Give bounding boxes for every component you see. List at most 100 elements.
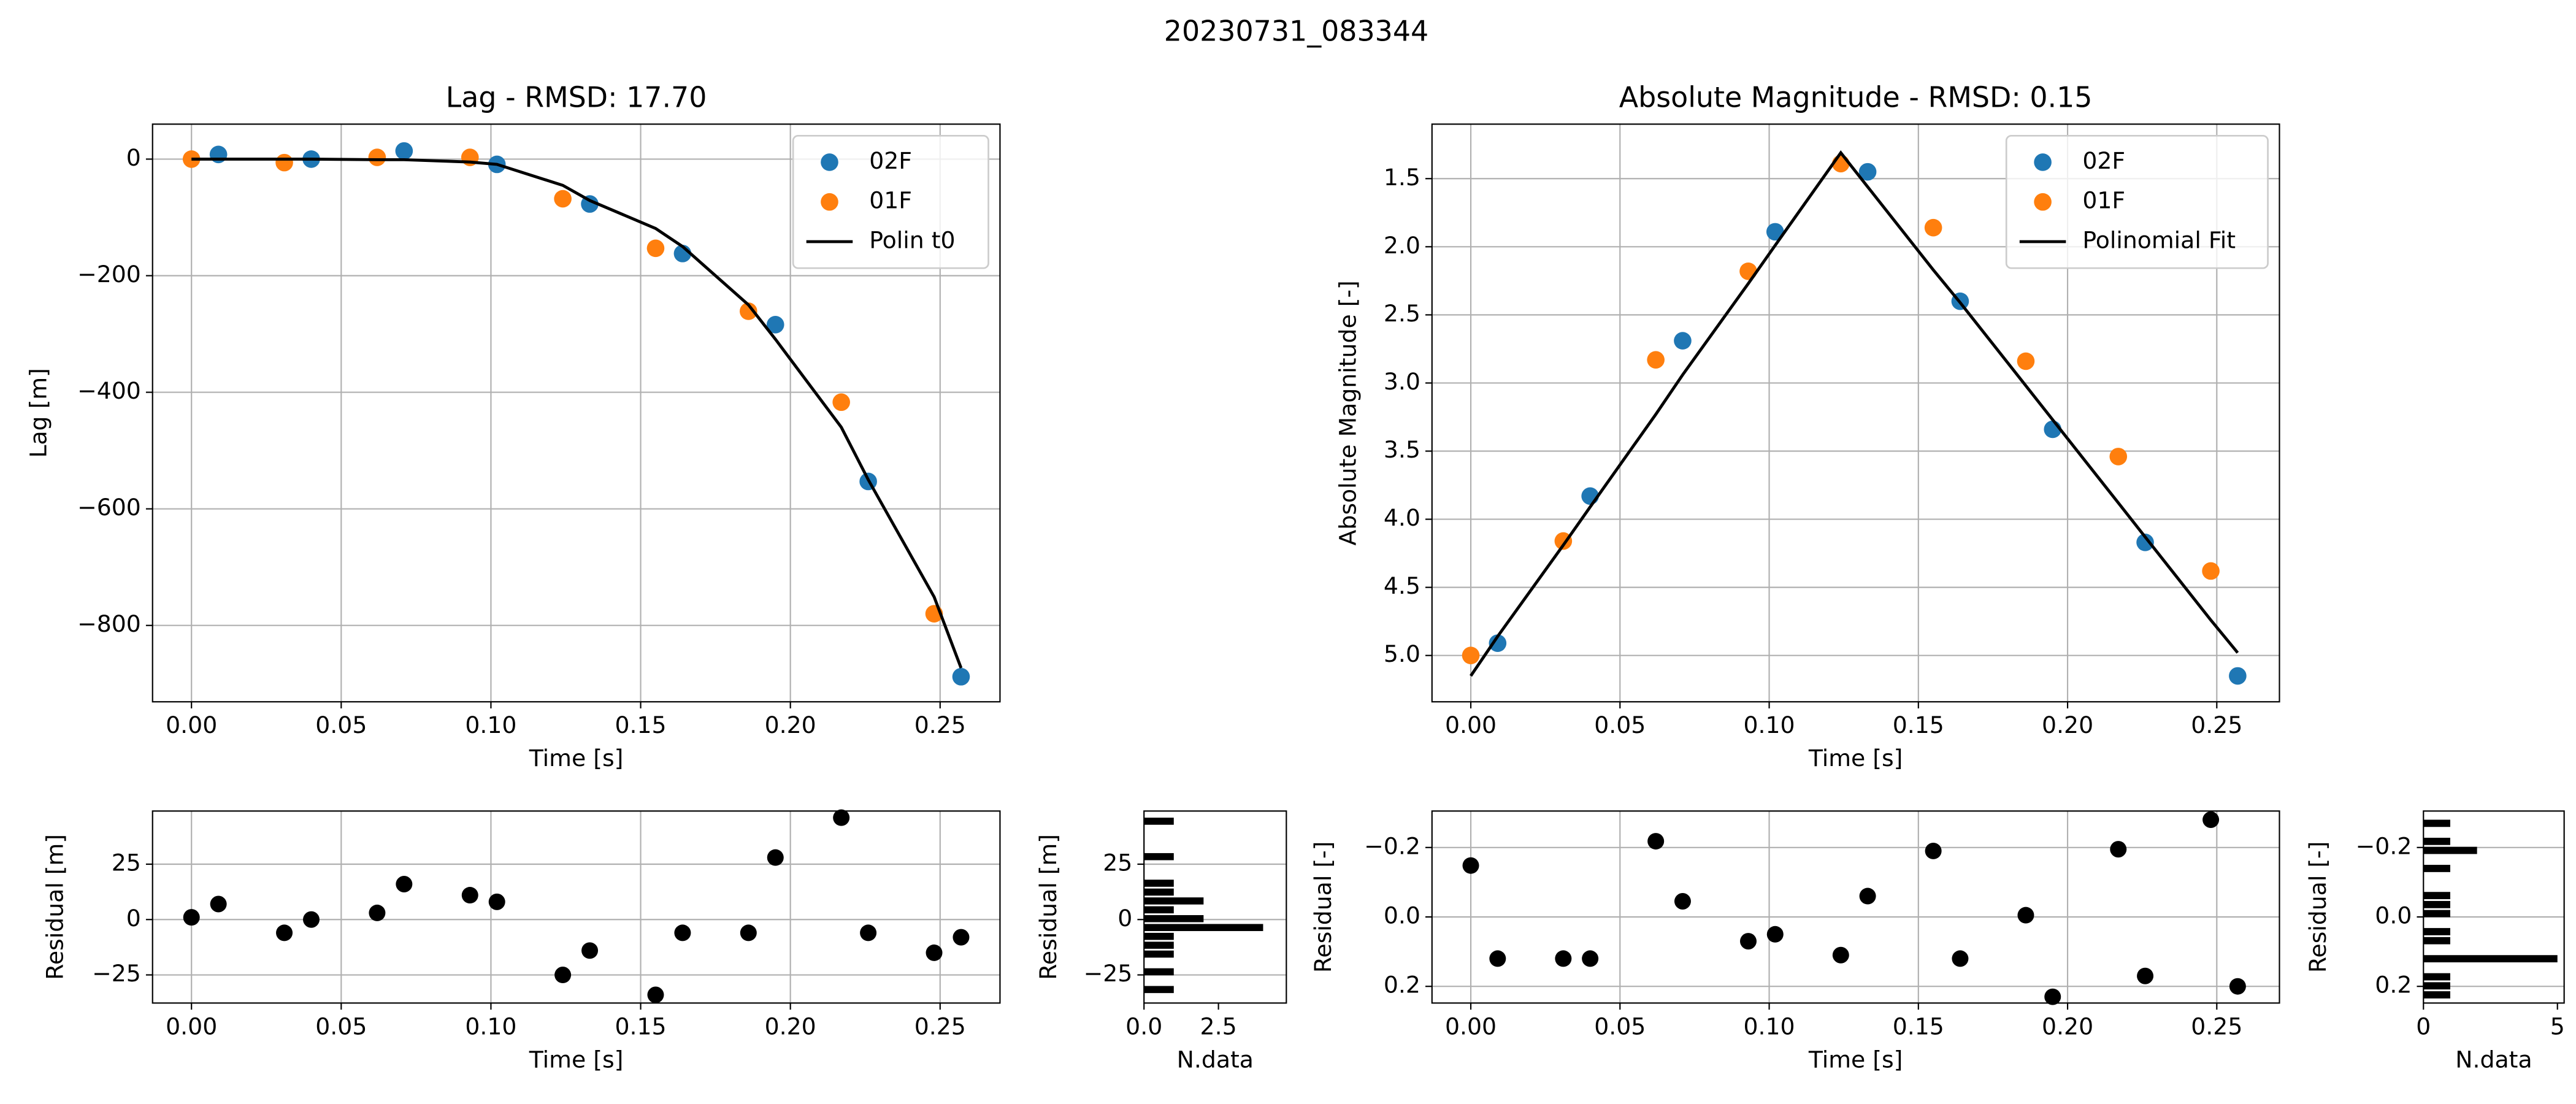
- x-tick-label: 0.00: [1445, 711, 1497, 738]
- figure-title: 20230731_083344: [1164, 14, 1428, 47]
- point: [1647, 351, 1665, 369]
- x-tick-label: 0.15: [615, 1013, 667, 1040]
- y-tick-label: 0.2: [1384, 972, 1420, 999]
- x-tick-label: 0.05: [1594, 1013, 1646, 1040]
- hist-bar: [1144, 897, 1204, 905]
- x-tick-label: 0.05: [315, 1013, 367, 1040]
- point: [1489, 950, 1506, 967]
- x-tick-label: 2.5: [1200, 1013, 1237, 1040]
- point: [740, 302, 757, 320]
- x-tick-label: 0.00: [166, 711, 217, 738]
- point: [2136, 534, 2154, 551]
- point: [647, 986, 664, 1003]
- axes-frame: [151, 123, 1001, 703]
- x-tick-label: 0.00: [166, 1013, 217, 1040]
- point: [1582, 950, 1599, 967]
- point: [182, 150, 201, 168]
- hist-bar: [1144, 915, 1204, 922]
- legend-label: 02F: [869, 147, 912, 174]
- y-tick-label: 0: [126, 905, 141, 932]
- point: [952, 668, 970, 686]
- y-axis-label: Residual [-]: [1309, 841, 1336, 973]
- y-tick-label: −25: [1084, 960, 1133, 987]
- axes: 0 5 −0.2 0.0 0.2 N.data Residual [-]: [2304, 810, 2565, 1073]
- point: [369, 904, 386, 921]
- x-tick-label: 5: [2550, 1013, 2565, 1040]
- axes: 0.0 2.5 −25 0 25 N.data Residual [m]: [1035, 810, 1287, 1073]
- point: [1674, 332, 1692, 350]
- x-tick-label: 0.20: [765, 1013, 816, 1040]
- y-tick-label: 3.0: [1384, 368, 1420, 395]
- point: [2229, 667, 2247, 685]
- hist-bar: [1144, 906, 1174, 914]
- point: [1489, 634, 1507, 653]
- hist-bar: [2423, 973, 2450, 981]
- point: [554, 190, 572, 208]
- legend-marker: [821, 153, 838, 171]
- point: [1555, 950, 1572, 967]
- hist-bar: [1144, 818, 1174, 825]
- point: [461, 887, 478, 904]
- point: [2017, 352, 2035, 370]
- point: [646, 239, 665, 258]
- hist-bar: [1144, 986, 1174, 994]
- hist-bar: [2423, 991, 2450, 999]
- legend-label: 01F: [869, 187, 912, 214]
- point: [832, 393, 850, 412]
- point: [953, 929, 970, 946]
- hist-bar: [2423, 955, 2558, 963]
- point: [2110, 841, 2127, 858]
- y-axis-label: Lag [m]: [25, 368, 52, 458]
- x-tick-label: 0.25: [914, 711, 966, 738]
- y-tick-label: 0.2: [2375, 972, 2412, 999]
- axes-frame: [151, 810, 1001, 1004]
- legend-box: [2005, 134, 2269, 269]
- point: [2109, 448, 2128, 466]
- point: [860, 924, 877, 941]
- point: [2044, 988, 2061, 1005]
- point: [2017, 907, 2034, 924]
- hist-bar: [1144, 880, 1174, 887]
- point: [1462, 646, 1480, 665]
- axes-frame: [1431, 810, 2280, 1004]
- point: [1647, 833, 1665, 850]
- y-tick-label: −800: [77, 610, 141, 637]
- legend-box: [792, 134, 989, 269]
- point: [1766, 926, 1784, 943]
- point: [554, 967, 572, 984]
- point: [396, 875, 413, 892]
- y-tick-label: 4.0: [1384, 504, 1420, 531]
- hist-bar: [2423, 846, 2477, 854]
- y-tick-label: 5.0: [1384, 640, 1420, 667]
- point: [833, 809, 850, 826]
- x-tick-label: 0.05: [1594, 711, 1646, 738]
- point: [1952, 950, 1969, 967]
- point: [183, 909, 200, 926]
- y-tick-label: 2.5: [1384, 300, 1420, 327]
- hist-bar: [2423, 837, 2450, 845]
- point: [2137, 967, 2154, 984]
- point: [2202, 811, 2220, 828]
- y-tick-label: −0.2: [2356, 832, 2412, 859]
- axes: 0.00 0.05 0.10 0.15 0.20 0.25 −25 0 25 Time [s] Re…: [42, 809, 1001, 1073]
- y-tick-label: 0.0: [2375, 902, 2412, 929]
- point: [302, 911, 320, 928]
- point: [581, 942, 599, 959]
- x-tick-label: 0.10: [1744, 1013, 1795, 1040]
- y-tick-label: 0: [126, 144, 141, 171]
- point: [276, 924, 293, 941]
- axes: 0.00 0.05 0.10 0.15 0.20 0.25 1.5 2.0 2.5 3.0 3.5 4…: [1334, 80, 2280, 772]
- x-tick-label: 0.25: [2191, 1013, 2242, 1040]
- point: [275, 153, 293, 172]
- x-tick-label: 0.15: [615, 711, 667, 738]
- hist-bar: [1144, 932, 1174, 940]
- point: [766, 316, 784, 334]
- point: [210, 895, 227, 913]
- x-axis-label: Time [s]: [1808, 745, 1903, 772]
- hist-bar: [2423, 910, 2450, 918]
- x-tick-label: 0.10: [465, 1013, 516, 1040]
- y-axis-label: Absolute Magnitude [-]: [1334, 280, 1361, 545]
- y-tick-label: −0.2: [1364, 832, 1420, 859]
- x-tick-label: 0.10: [1744, 711, 1795, 738]
- legend-label: Polin t0: [869, 227, 955, 254]
